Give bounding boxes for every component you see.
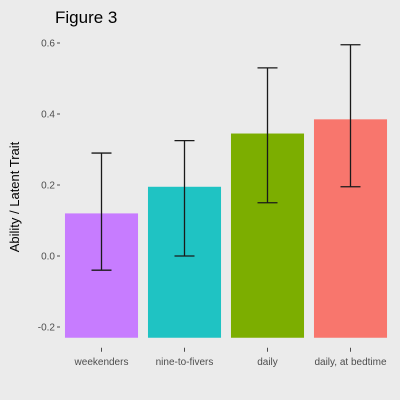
error-bar <box>257 67 278 204</box>
y-tick-label: -0.2 <box>38 323 56 334</box>
error-bars <box>91 44 361 271</box>
x-tick-label: nine-to-fivers <box>156 357 214 368</box>
bars <box>64 119 388 338</box>
y-axis: -0.2 0.0 0.2 0.4 0.6 <box>38 39 60 334</box>
error-bar <box>174 139 195 257</box>
y-tick-label: 0.2 <box>41 181 55 192</box>
y-tick-label: 0.6 <box>41 39 55 50</box>
chart-title: Figure 3 <box>55 8 117 27</box>
error-bar <box>91 152 112 271</box>
x-tick-label: weekenders <box>74 357 129 368</box>
y-tick-label: 0.4 <box>41 110 55 121</box>
error-bar <box>340 44 361 188</box>
x-tick-label: daily <box>257 357 278 368</box>
x-tick-label: daily, at bedtime <box>314 357 387 368</box>
y-tick-label: 0.0 <box>41 252 55 263</box>
x-axis: weekenders nine-to-fivers daily daily, at b… <box>74 347 387 368</box>
y-axis-title: Ability / Latent Trait <box>7 141 22 252</box>
